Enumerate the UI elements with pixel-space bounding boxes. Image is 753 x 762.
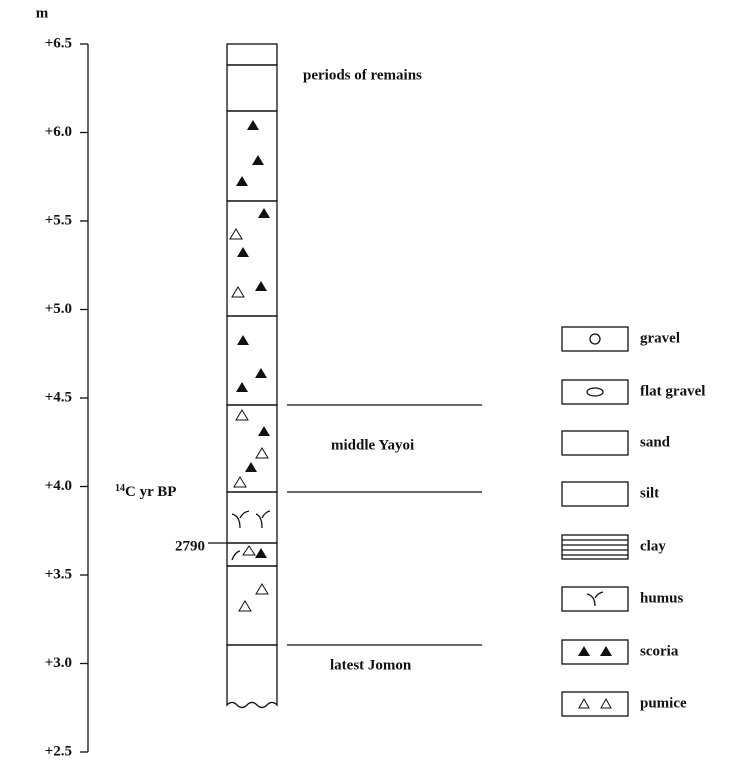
tick-label: +6.5 <box>45 35 72 51</box>
superscript: 14 <box>115 483 125 494</box>
stratigraphic-diagram: m periods of remains middle Yayoi latest… <box>0 0 753 762</box>
date-label: 2790 <box>175 538 205 554</box>
legend-label: sand <box>640 434 671 450</box>
legend-symbols <box>562 327 628 716</box>
legend-label: humus <box>640 590 684 606</box>
legend-label: silt <box>640 485 659 501</box>
annotation-text: C yr BP <box>125 484 176 500</box>
tick-label: +5.0 <box>45 301 72 317</box>
legend-label: clay <box>640 538 666 554</box>
legend-label: flat gravel <box>640 383 705 399</box>
legend-label: pumice <box>640 695 687 711</box>
tick-label: +4.5 <box>45 389 72 405</box>
legend-label: gravel <box>640 330 680 346</box>
axis-unit: m <box>36 5 49 21</box>
legend-label: scoria <box>640 643 679 659</box>
annotation: periods of remains <box>303 67 422 83</box>
column <box>227 44 277 708</box>
legend: gravel flat gravel sand silt clay humus scoria… <box>640 330 705 711</box>
tick-label: +5.5 <box>45 212 72 228</box>
annotation: 14C yr BP <box>115 483 176 500</box>
tick-label: +3.5 <box>45 566 72 582</box>
tick-label: +6.0 <box>45 124 72 140</box>
annotation: latest Jomon <box>330 657 412 673</box>
annotation: middle Yayoi <box>331 437 414 453</box>
tick-label: +3.0 <box>45 655 72 671</box>
tick-label: +2.5 <box>45 743 72 759</box>
tick-label: +4.0 <box>45 478 72 494</box>
